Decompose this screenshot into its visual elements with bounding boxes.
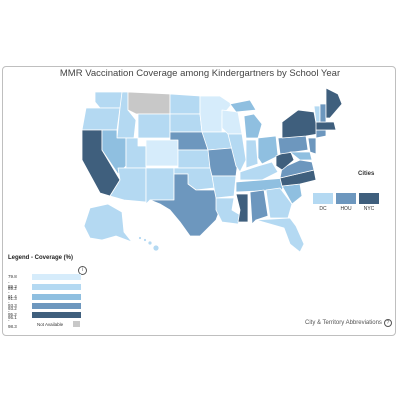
- state-wi[interactable]: [221, 109, 243, 135]
- state-mi[interactable]: [243, 113, 263, 139]
- cities-legend-title: Cities: [358, 171, 375, 177]
- not-available-swatch: [73, 321, 80, 327]
- state-wy[interactable]: [137, 113, 171, 139]
- legend-swatch: [32, 284, 81, 290]
- state-fl[interactable]: [255, 217, 305, 253]
- info-icon[interactable]: i: [78, 266, 87, 275]
- coverage-legend-title: Legend - Coverage (%): [8, 255, 74, 261]
- legend-item-label: 89.3 - 91.3: [8, 284, 17, 301]
- map-title: MMR Vaccination Coverage among Kindergar…: [59, 68, 341, 79]
- state-ma[interactable]: [315, 121, 337, 131]
- state-co[interactable]: [145, 139, 179, 167]
- state-mt[interactable]: [127, 91, 171, 115]
- state-al[interactable]: [249, 189, 269, 225]
- legend-item-label: 93.3 - 95.1: [8, 303, 17, 320]
- state-ny[interactable]: [281, 109, 319, 139]
- legend-item-label: 91.4 - 93.2: [8, 294, 17, 311]
- city-dc-swatch[interactable]: [313, 193, 333, 204]
- state-or[interactable]: [81, 107, 121, 131]
- city-nyc-swatch[interactable]: [359, 193, 379, 204]
- legend-swatch: [32, 274, 81, 280]
- abbreviations-link[interactable]: City & Territory Abbreviations?: [305, 319, 392, 327]
- legend-item-label: 95.2 - 98.3: [8, 312, 17, 329]
- state-nm[interactable]: [145, 167, 175, 205]
- state-oh[interactable]: [257, 135, 279, 165]
- abbreviations-link-label: City & Territory Abbreviations: [305, 320, 382, 326]
- not-available-label: Not Available: [37, 322, 64, 327]
- state-md[interactable]: [289, 151, 313, 161]
- city-dc-label: DC: [319, 206, 327, 212]
- city-hou-swatch[interactable]: [336, 193, 356, 204]
- city-nyc-label: NYC: [363, 206, 375, 212]
- state-wa[interactable]: [94, 91, 123, 109]
- state-ak[interactable]: [83, 203, 133, 243]
- legend-swatch: [32, 312, 81, 318]
- state-sd[interactable]: [169, 113, 203, 133]
- city-hou-label: HOU: [340, 206, 352, 212]
- legend-item-label: 79.8 - 89.2: [8, 274, 17, 291]
- state-pa[interactable]: [277, 135, 309, 155]
- state-ky[interactable]: [239, 161, 279, 181]
- state-me[interactable]: [325, 87, 343, 119]
- state-nj[interactable]: [307, 137, 317, 155]
- legend-swatch: [32, 303, 81, 309]
- state-tx[interactable]: [149, 173, 223, 237]
- question-icon[interactable]: ?: [383, 319, 392, 327]
- state-ms[interactable]: [235, 193, 249, 223]
- state-va[interactable]: [279, 159, 315, 179]
- state-ct[interactable]: [315, 129, 327, 139]
- state-ga[interactable]: [265, 187, 293, 219]
- state-ks[interactable]: [177, 149, 211, 169]
- state-ar[interactable]: [211, 175, 237, 199]
- legend-swatch: [32, 294, 81, 300]
- state-nd[interactable]: [169, 93, 201, 115]
- state-mi-up[interactable]: [229, 99, 257, 113]
- state-in[interactable]: [245, 139, 259, 169]
- state-hi[interactable]: [138, 236, 160, 252]
- state-nh[interactable]: [319, 103, 327, 123]
- state-ut[interactable]: [125, 137, 147, 169]
